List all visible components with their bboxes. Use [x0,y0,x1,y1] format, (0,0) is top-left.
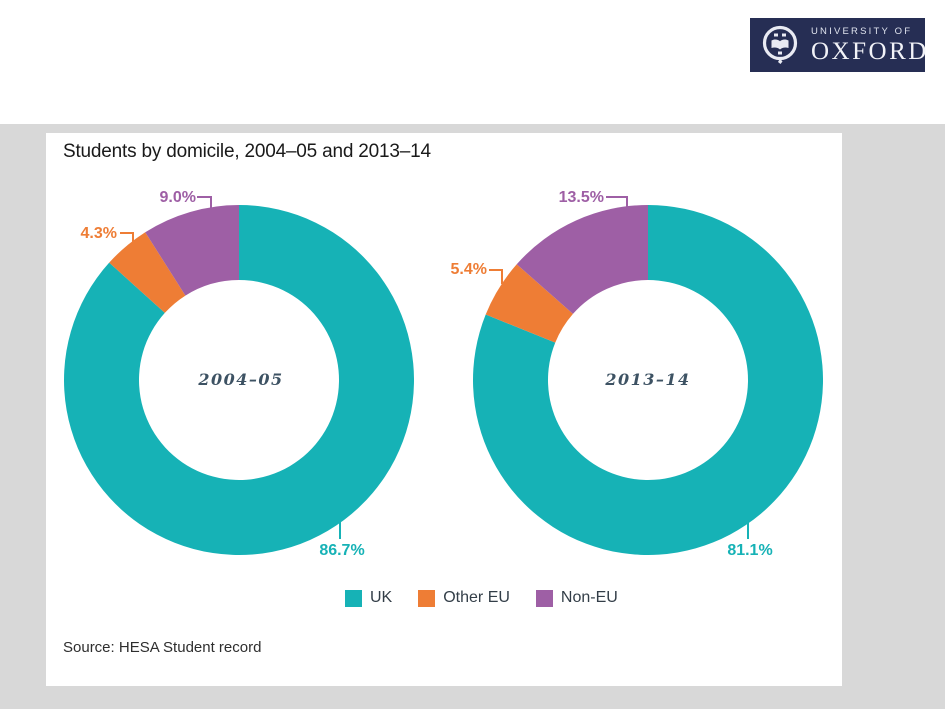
oxford-crest-icon [762,25,798,64]
connector-2004-non-eu-v [210,196,212,209]
donut-slice-non-eu [516,205,648,314]
label-2013-other-eu: 5.4% [450,261,487,278]
label-2013-non-eu: 13.5% [558,189,604,206]
connector-2013-non-eu-h [606,196,628,198]
logo-oxford: OXFORD [811,38,929,65]
connector-2004-uk-v [339,519,341,539]
legend-item-uk: UK [345,589,392,607]
label-2013-uk: 81.1% [727,542,773,559]
donut-chart-2013-14 [473,205,823,555]
donut-center-label-2004-05: 2004–05 [198,370,284,389]
donut-slice-uk [64,205,414,555]
legend-label-uk: UK [370,589,393,606]
source-note: Source: HESA Student record [63,639,262,656]
donut-chart-2004-05 [64,205,414,555]
label-2004-other-eu: 4.3% [80,225,117,242]
legend-item-other-eu: Other EU [418,589,510,607]
donut-slice-other-eu [109,232,186,313]
label-2004-non-eu: 9.0% [159,189,196,206]
oxford-logo-text: UNIVERSITY OF OXFORD [811,26,929,64]
connector-2004-non-eu-h [197,196,212,198]
legend-swatch-non-eu [535,589,553,607]
legend-swatch-other-eu [418,589,436,607]
connector-2013-other-eu-h [489,269,503,271]
chart-panel: Students by domicile, 2004–05 and 2013–1… [46,133,842,686]
logo-university-of: UNIVERSITY OF [811,26,913,37]
legend: UK Other EU Non-EU [345,589,618,607]
donut-center-label-2013-14: 2013–14 [605,370,691,389]
donut-slice-non-eu [145,205,239,296]
label-2004-uk: 86.7% [319,542,365,559]
connector-2013-non-eu-v [626,196,628,210]
oxford-logo: UNIVERSITY OF OXFORD [750,18,926,72]
connector-2013-uk-v [747,519,749,539]
connector-2013-other-eu-v [501,269,503,284]
legend-item-non-eu: Non-EU [535,589,618,607]
connector-2004-other-eu-v [132,232,134,247]
legend-label-other-eu: Other EU [443,589,510,606]
legend-label-non-eu: Non-EU [560,589,618,606]
connector-2004-other-eu-h [120,232,134,234]
legend-swatch-uk [345,589,362,607]
donut-slice-other-eu [485,264,573,343]
chart-title: Students by domicile, 2004–05 and 2013–1… [63,141,431,162]
donut-slice-uk [473,205,823,555]
